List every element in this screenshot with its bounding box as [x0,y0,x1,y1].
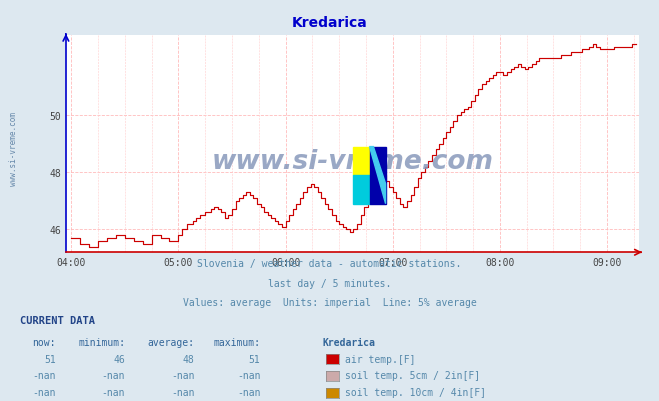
Text: www.si-vreme.com: www.si-vreme.com [9,111,18,185]
Text: Kredarica: Kredarica [292,16,367,30]
Text: -nan: -nan [171,371,194,381]
Text: Slovenia / weather data - automatic stations.: Slovenia / weather data - automatic stat… [197,259,462,269]
Bar [353,147,370,176]
Text: Values: average  Units: imperial  Line: 5% average: Values: average Units: imperial Line: 5%… [183,297,476,307]
Text: -nan: -nan [32,387,56,397]
Text: -nan: -nan [101,387,125,397]
Text: -nan: -nan [237,371,260,381]
Text: 51: 51 [248,354,260,364]
Text: now:: now: [32,337,56,347]
Bar [370,147,386,204]
Text: last day / 5 minutes.: last day / 5 minutes. [268,278,391,288]
Text: -nan: -nan [237,387,260,397]
Text: 51: 51 [44,354,56,364]
Polygon shape [370,147,386,204]
Text: soil temp. 10cm / 4in[F]: soil temp. 10cm / 4in[F] [345,387,486,397]
Text: -nan: -nan [32,371,56,381]
Text: -nan: -nan [101,371,125,381]
Bar [353,176,370,204]
Text: www.si-vreme.com: www.si-vreme.com [212,149,494,175]
Text: average:: average: [148,337,194,347]
Text: 48: 48 [183,354,194,364]
Text: -nan: -nan [171,387,194,397]
Text: 46: 46 [113,354,125,364]
Text: maximum:: maximum: [214,337,260,347]
Text: soil temp. 5cm / 2in[F]: soil temp. 5cm / 2in[F] [345,371,480,381]
Text: CURRENT DATA: CURRENT DATA [20,315,95,325]
Text: Kredarica: Kredarica [323,337,376,347]
Text: air temp.[F]: air temp.[F] [345,354,415,364]
Text: minimum:: minimum: [78,337,125,347]
